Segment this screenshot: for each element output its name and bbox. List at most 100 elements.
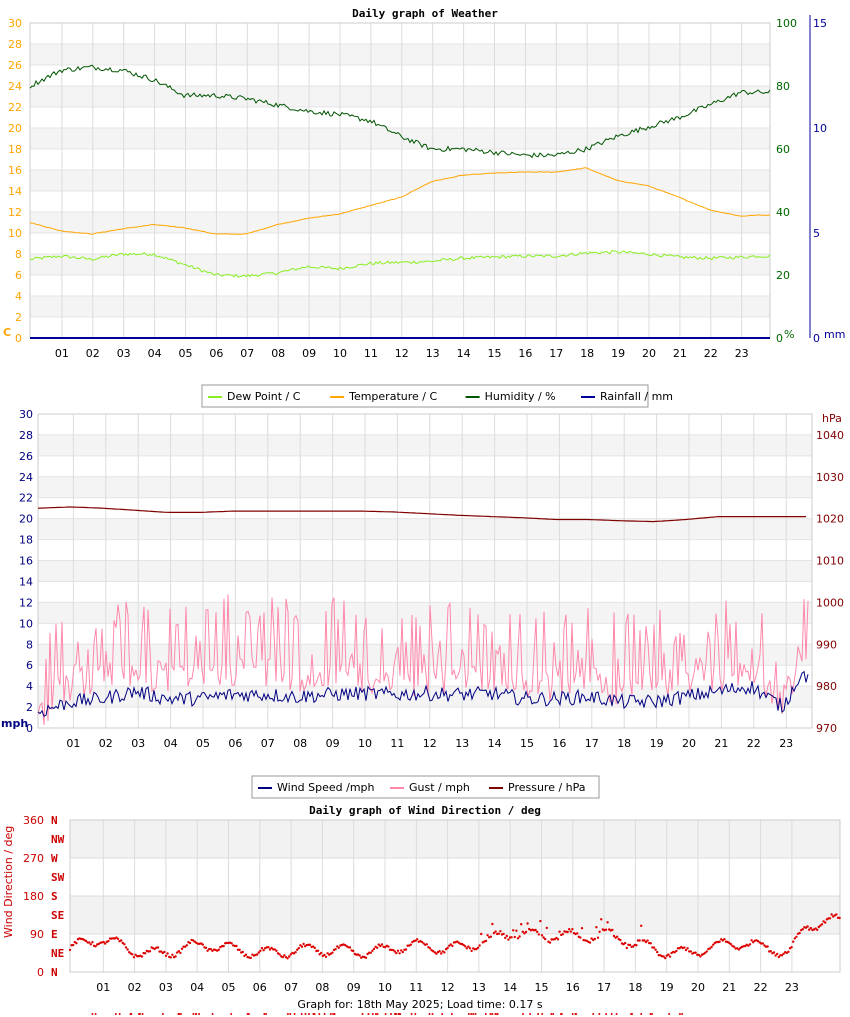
direction-point: [132, 956, 136, 959]
hour-tick-label: 12: [395, 347, 409, 360]
direction-point: [410, 1013, 413, 1015]
humidity-axis-ticks: 0 20 40 60 80 100: [776, 17, 797, 345]
direction-point: [606, 921, 609, 924]
temperature-tick-label: 24: [8, 80, 22, 93]
temperature-tick-label: 4: [15, 290, 22, 303]
direction-point: [534, 928, 537, 932]
direction-point: [387, 945, 390, 948]
direction-point: [331, 951, 334, 954]
direction-point: [544, 937, 547, 941]
direction-point: [510, 936, 513, 939]
direction-point: [366, 952, 369, 956]
direction-point: [176, 951, 179, 954]
wind-tick-label: 22: [19, 492, 33, 505]
direction-point: [364, 956, 368, 959]
direction-point: [169, 956, 172, 959]
direction-point: [574, 1013, 577, 1015]
band: [30, 170, 770, 191]
direction-point: [371, 1013, 374, 1015]
wind-tick-label: 30: [19, 408, 33, 421]
direction-point: [625, 946, 628, 950]
direction-point: [420, 940, 424, 944]
direction-point: [422, 942, 425, 945]
band: [38, 560, 812, 582]
direction-point: [118, 1013, 121, 1015]
direction-point: [492, 931, 496, 935]
hour-tick-label: 11: [390, 737, 404, 750]
hour-tick-label: 10: [358, 737, 372, 750]
direction-point: [756, 939, 760, 943]
hour-tick-label: 22: [704, 347, 718, 360]
direction-point: [710, 945, 713, 949]
hour-tick-label: 01: [66, 737, 80, 750]
direction-point: [497, 932, 500, 935]
direction-point: [209, 948, 212, 951]
direction-point: [694, 951, 697, 954]
direction-point: [278, 953, 281, 956]
direction-point: [624, 941, 627, 945]
direction-point: [777, 955, 780, 959]
hour-tick-label: 03: [159, 981, 173, 994]
band: [30, 128, 770, 149]
direction-point: [441, 1013, 444, 1015]
direction-point: [294, 951, 297, 954]
direction-point: [571, 1013, 574, 1015]
direction-point: [664, 956, 667, 960]
hour-tick-label: 16: [566, 981, 580, 994]
hour-tick-label: 23: [785, 981, 799, 994]
hour-tick-label: 13: [472, 981, 486, 994]
direction-point: [286, 957, 289, 960]
direction-point: [334, 948, 337, 951]
direction-point: [192, 1013, 195, 1015]
direction-point: [467, 1013, 470, 1015]
direction-point: [107, 940, 110, 943]
legend-entry: Pressure / hPa: [508, 781, 586, 794]
series-line: [29, 64, 771, 159]
humidity-tick-label: 100: [776, 17, 797, 30]
direction-point: [379, 944, 382, 948]
weather-hour-ticks: 01 02 03 04 05 06 07 08 09 10 11 12 13 14 15 16 17 18 19 20…: [55, 347, 749, 360]
pressure-tick-label: 1020: [816, 513, 844, 526]
direction-point: [450, 1013, 453, 1015]
direction-point: [180, 947, 184, 950]
temperature-tick-label: 2: [15, 311, 22, 324]
direction-point: [552, 1013, 555, 1015]
hour-tick-label: 09: [302, 347, 316, 360]
hour-tick-label: 22: [754, 981, 768, 994]
hour-tick-label: 09: [326, 737, 340, 750]
direction-point: [94, 945, 97, 948]
direction-point: [723, 938, 726, 941]
direction-point: [638, 939, 641, 942]
direction-point: [747, 944, 750, 947]
direction-point: [470, 1013, 473, 1015]
direction-point: [300, 945, 304, 948]
direction-point: [468, 947, 472, 950]
direction-point: [536, 930, 539, 934]
direction-point: [163, 950, 166, 954]
direction-point: [201, 943, 204, 946]
direction-point: [780, 954, 784, 957]
series-line: [29, 167, 771, 235]
temperature-tick-label: 20: [8, 122, 22, 135]
wind-tick-label: 20: [19, 513, 33, 526]
direction-point: [401, 950, 404, 954]
direction-point: [267, 946, 270, 949]
direction-point: [249, 956, 252, 960]
direction-tick-label: 270: [23, 852, 44, 865]
direction-point: [522, 1013, 524, 1015]
hour-tick-label: 23: [735, 347, 749, 360]
direction-point: [828, 917, 832, 920]
legend-entry: Humidity / %: [485, 390, 556, 403]
direction-point: [598, 1013, 601, 1015]
direction-point: [352, 949, 355, 953]
direction-point: [446, 946, 449, 950]
direction-point: [161, 1013, 164, 1015]
direction-point: [526, 922, 529, 925]
compass-label: SE: [51, 909, 64, 922]
direction-point: [288, 955, 291, 958]
direction-point: [129, 1013, 132, 1015]
direction-point: [553, 938, 556, 941]
direction-point: [494, 930, 497, 933]
direction-point: [566, 930, 569, 934]
direction-point: [708, 947, 712, 950]
